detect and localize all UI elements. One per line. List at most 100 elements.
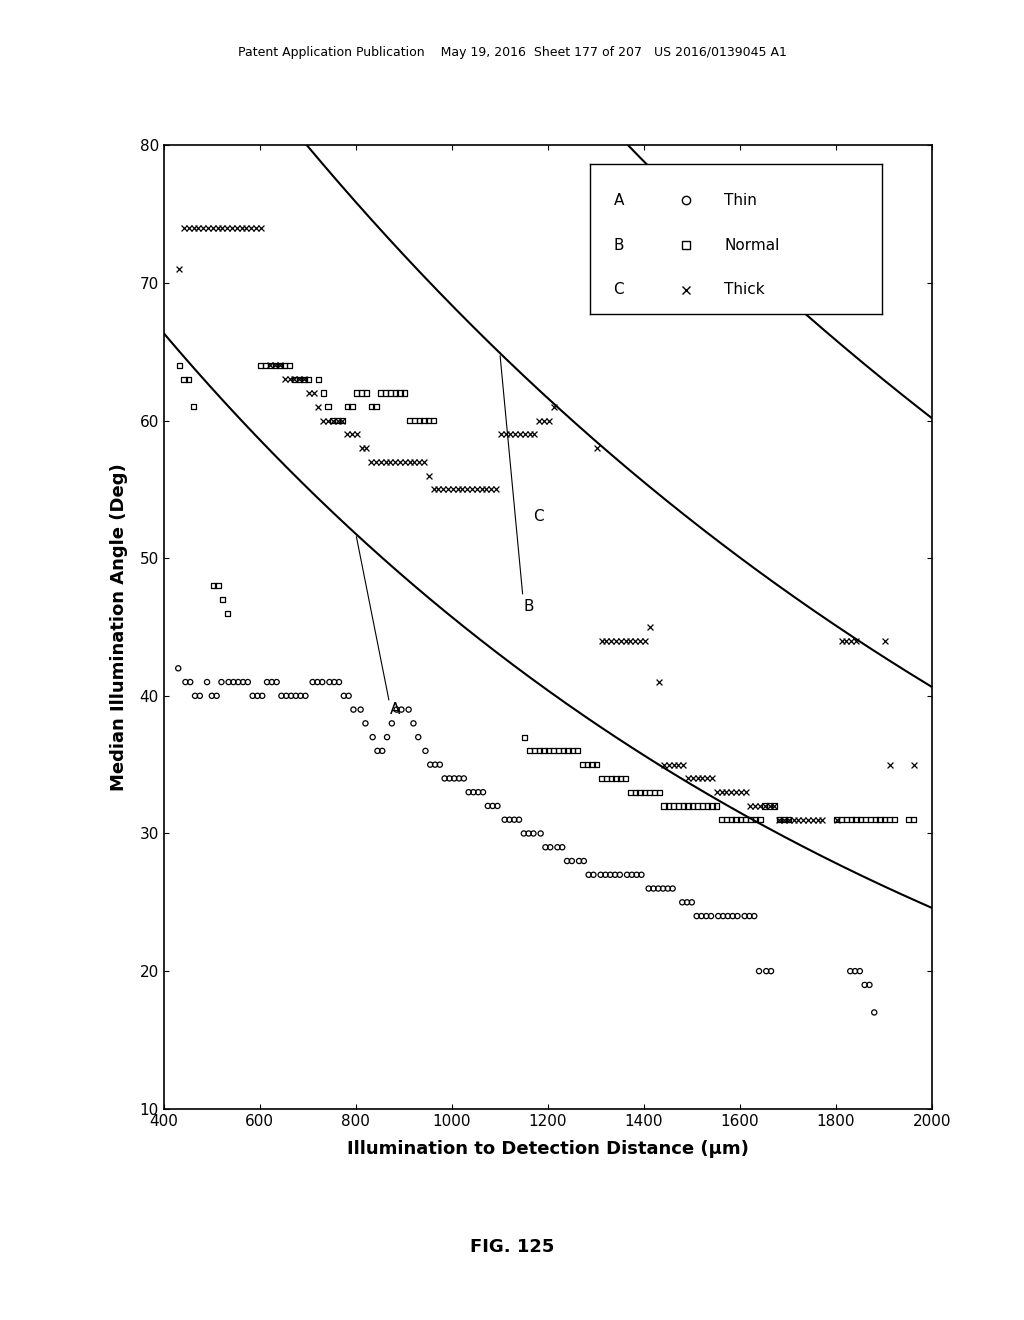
Text: B: B [524, 599, 535, 614]
Point [742, 796, 759, 817]
Point [336, 685, 352, 706]
Point [757, 796, 773, 817]
Point [862, 809, 879, 830]
Point [901, 809, 918, 830]
Point [276, 368, 293, 389]
Point [694, 796, 711, 817]
Point [666, 796, 682, 817]
Point [506, 809, 522, 830]
Point [839, 809, 855, 830]
Point [780, 809, 797, 830]
Point [564, 741, 581, 762]
Point [489, 796, 506, 817]
Point [517, 726, 534, 747]
Text: FIG. 125: FIG. 125 [470, 1238, 554, 1257]
Point [848, 630, 864, 651]
Point [392, 451, 409, 473]
Point [714, 809, 730, 830]
Point [267, 355, 284, 376]
Point [444, 479, 461, 500]
Point [732, 809, 749, 830]
Point [715, 906, 731, 927]
Point [737, 781, 754, 803]
Point [365, 726, 381, 747]
Text: A: A [389, 702, 399, 717]
Point [563, 850, 580, 871]
Point [240, 672, 256, 693]
Point [586, 865, 602, 886]
Point [348, 383, 365, 404]
Point [392, 383, 409, 404]
Point [882, 754, 898, 775]
Point [502, 424, 518, 445]
Point [839, 630, 855, 651]
Point [314, 672, 331, 693]
Point [748, 796, 764, 817]
Point [660, 754, 677, 775]
Point [689, 796, 706, 817]
Point [378, 451, 394, 473]
Point [857, 809, 873, 830]
Point [752, 796, 768, 817]
Point [353, 437, 370, 458]
Point [225, 672, 242, 693]
Point [757, 796, 773, 817]
Point [632, 630, 648, 651]
Point [728, 781, 744, 803]
Point [435, 479, 452, 500]
Point [200, 218, 216, 239]
Point [430, 479, 446, 500]
Point [603, 768, 620, 789]
Point [597, 865, 613, 886]
Point [484, 796, 501, 817]
Point [257, 355, 273, 376]
Point [685, 768, 701, 789]
Point [805, 809, 821, 830]
Point [245, 685, 261, 706]
Point [521, 741, 538, 762]
Point [186, 685, 203, 706]
Y-axis label: Median Illumination Angle (Deg): Median Illumination Angle (Deg) [111, 463, 128, 791]
Point [742, 809, 759, 830]
Point [660, 796, 677, 817]
Point [286, 368, 303, 389]
Point [732, 781, 749, 803]
Point [525, 822, 542, 843]
Point [877, 809, 893, 830]
Point [283, 685, 299, 706]
Point [301, 383, 317, 404]
Point [680, 768, 696, 789]
Point [286, 368, 303, 389]
Point [422, 754, 438, 775]
Point [340, 685, 356, 706]
Point [436, 768, 453, 789]
Point [417, 741, 433, 762]
Point [224, 218, 241, 239]
Point [629, 865, 645, 886]
Point [679, 892, 695, 913]
Point [195, 218, 211, 239]
Point [301, 368, 317, 389]
Point [459, 479, 475, 500]
Point [771, 809, 787, 830]
Point [637, 781, 653, 803]
Point [607, 865, 624, 886]
Point [387, 451, 403, 473]
Point [693, 906, 710, 927]
Point [215, 589, 231, 610]
Point [177, 672, 194, 693]
Point [526, 424, 543, 445]
Point [497, 809, 513, 830]
Point [411, 451, 427, 473]
Point [334, 411, 350, 432]
Point [498, 424, 514, 445]
Point [536, 741, 552, 762]
Point [646, 781, 663, 803]
Point [440, 479, 457, 500]
Point [191, 685, 208, 706]
Point [569, 741, 586, 762]
Point [291, 368, 307, 389]
Point [416, 451, 432, 473]
Point [368, 396, 384, 417]
Point [698, 906, 715, 927]
